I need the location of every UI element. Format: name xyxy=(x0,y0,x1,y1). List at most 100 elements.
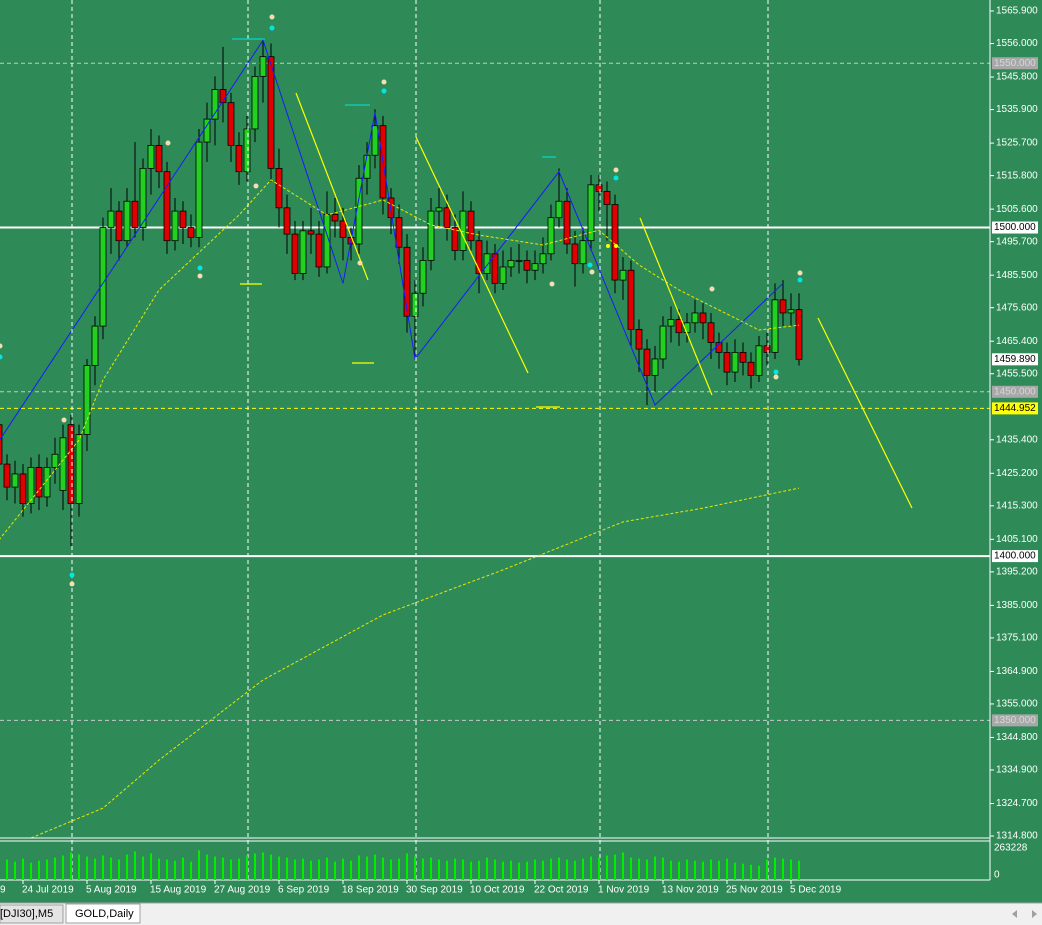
volume-bar xyxy=(758,865,760,880)
volume-bar xyxy=(766,859,768,880)
candle-body xyxy=(123,200,131,242)
x-tick-label: 22 Oct 2019 xyxy=(534,885,589,896)
volume-bar xyxy=(614,854,616,880)
x-tick-label: 13 Nov 2019 xyxy=(662,885,719,896)
candle-body xyxy=(635,328,643,350)
candle-body xyxy=(587,184,595,242)
signal-dots xyxy=(0,14,803,587)
volume-bar xyxy=(622,852,624,880)
volume-bar xyxy=(78,854,80,880)
candle-body xyxy=(43,466,51,498)
volume-bar xyxy=(438,859,440,880)
volume-bar xyxy=(774,857,776,880)
volume-bar xyxy=(518,862,520,880)
tab-label[interactable]: [DJI30],M5 xyxy=(0,908,53,920)
candle-body xyxy=(187,227,195,238)
candle-body xyxy=(235,144,243,173)
candle-body xyxy=(131,200,139,228)
volume-bar xyxy=(750,864,752,880)
candle-body xyxy=(355,177,363,245)
y-tick-label: 1405.100 xyxy=(996,534,1038,545)
overlay-line xyxy=(30,487,800,839)
y-tick-label: 1385.000 xyxy=(996,600,1038,611)
volume-bar xyxy=(190,861,192,880)
volume-bar xyxy=(686,859,688,880)
y-tick-label: 1375.100 xyxy=(996,633,1038,644)
volume-bar xyxy=(294,859,296,880)
volume-tick-label: 0 xyxy=(994,870,1000,881)
scroll-right[interactable] xyxy=(1032,910,1037,918)
volume-bar xyxy=(286,857,288,880)
x-tick-label: 6 Sep 2019 xyxy=(278,885,330,896)
volume-bar xyxy=(798,860,800,880)
current-label: 1459.890 xyxy=(994,354,1036,365)
candle-body xyxy=(411,292,419,317)
volume-bar xyxy=(46,859,48,880)
candle-body xyxy=(91,325,99,366)
candle-body xyxy=(395,217,403,248)
level-label: 1400.000 xyxy=(994,551,1036,562)
candle-body xyxy=(723,351,731,373)
volume-bar xyxy=(62,855,64,880)
volume-bar xyxy=(182,857,184,880)
candle-body xyxy=(507,259,515,268)
y-tick-label: 1425.200 xyxy=(996,468,1038,479)
volume-bar xyxy=(550,858,552,880)
candle-body xyxy=(739,351,747,363)
volume-bar xyxy=(782,858,784,880)
overlay-line xyxy=(0,179,800,540)
candle-body xyxy=(163,171,171,242)
volume-bar xyxy=(118,859,120,880)
volume-bar xyxy=(158,858,160,880)
trend-line xyxy=(415,136,529,374)
volume-bar xyxy=(38,860,40,880)
volume-tick-label: 263228 xyxy=(994,843,1028,854)
candle-body xyxy=(475,240,483,274)
candle-body xyxy=(387,197,395,219)
volume-bar xyxy=(510,860,512,880)
tab-label[interactable]: GOLD,Daily xyxy=(75,908,134,920)
background xyxy=(0,0,1042,903)
volume-bar xyxy=(302,858,304,880)
volume-bar xyxy=(334,861,336,880)
level-label: 1500.000 xyxy=(994,222,1036,233)
volume-bar xyxy=(350,860,352,880)
candle-body xyxy=(691,312,699,324)
candle-body xyxy=(403,246,411,317)
x-tick-label: 25 Nov 2019 xyxy=(726,885,783,896)
candle-body xyxy=(491,253,499,284)
candle-body xyxy=(19,473,27,504)
volume-bar xyxy=(734,862,736,880)
candle-body xyxy=(371,125,379,156)
x-tick-label: 5 Aug 2019 xyxy=(86,885,137,896)
candle-body xyxy=(211,89,219,120)
volume-bar xyxy=(462,859,464,880)
volume-bar xyxy=(742,863,744,880)
tab-active[interactable] xyxy=(65,903,141,924)
volume-bar xyxy=(22,858,24,880)
y-tick-label: 1465.400 xyxy=(996,336,1038,347)
candle-body xyxy=(451,227,459,251)
candle-body xyxy=(627,269,635,330)
volume-bar xyxy=(590,856,592,880)
volume-bar xyxy=(358,855,360,880)
level-label: 1444.952 xyxy=(994,403,1036,414)
level-box xyxy=(992,402,1038,415)
volume-bar xyxy=(726,858,728,880)
volume-bar xyxy=(30,862,32,880)
candle-body xyxy=(499,266,507,284)
candle-body xyxy=(299,230,307,274)
candle-body xyxy=(579,240,587,265)
candle-body xyxy=(571,243,579,265)
volume-bar xyxy=(414,856,416,880)
volume-bar xyxy=(494,859,496,880)
y-tick-label: 1364.900 xyxy=(996,666,1038,677)
tab[interactable] xyxy=(0,904,64,924)
y-tick-label: 1435.400 xyxy=(996,434,1038,445)
scroll-left[interactable] xyxy=(1012,910,1017,918)
candle-body xyxy=(707,322,715,343)
volume-bar xyxy=(110,857,112,880)
candle-body xyxy=(115,210,123,242)
volume-bar xyxy=(246,855,248,880)
